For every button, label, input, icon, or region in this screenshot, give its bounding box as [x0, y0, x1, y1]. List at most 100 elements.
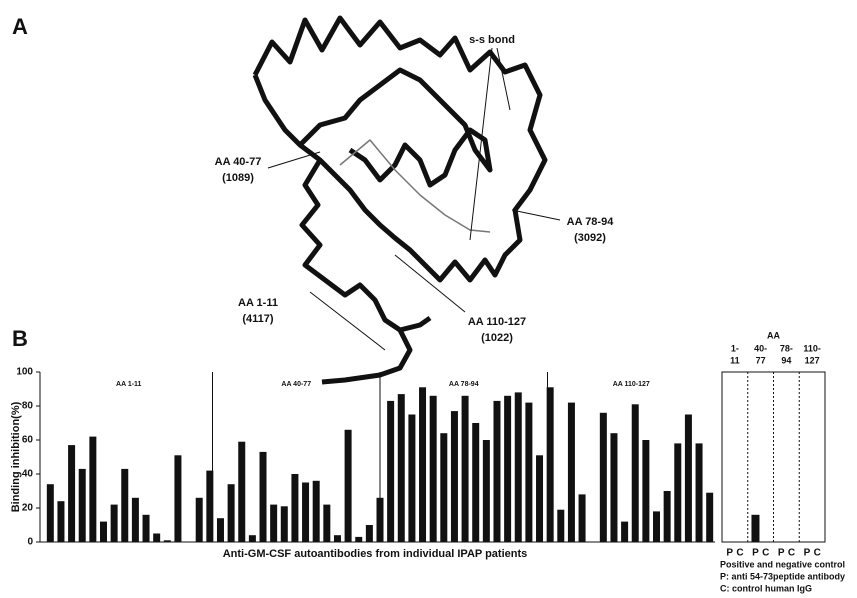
- series-label: C: [788, 548, 795, 559]
- bar: [164, 540, 171, 542]
- bar: [547, 387, 554, 542]
- bar: [525, 403, 532, 542]
- annotation: (4117): [242, 313, 274, 325]
- bar: [451, 411, 458, 542]
- group-label: AA 78-94: [449, 381, 479, 388]
- bar: [270, 505, 277, 542]
- bar: [430, 396, 437, 542]
- bar: [196, 498, 203, 542]
- category-label: 78-: [780, 343, 793, 353]
- bar: [143, 515, 150, 542]
- bar: [89, 437, 96, 542]
- bar: [387, 401, 394, 542]
- bar: [334, 535, 341, 542]
- bar: [260, 452, 267, 542]
- category-label: 110-: [803, 343, 821, 353]
- bar: [483, 440, 490, 542]
- bar: [621, 522, 628, 542]
- bar: [642, 440, 649, 542]
- y-tick-label: 40: [22, 469, 34, 480]
- bar: [600, 413, 607, 542]
- bar: [79, 469, 86, 542]
- bar: [57, 501, 64, 542]
- y-tick-label: 60: [22, 435, 34, 446]
- annotation: (3092): [574, 232, 606, 244]
- group-label: AA 110-127: [613, 381, 650, 388]
- bar: [100, 522, 107, 542]
- annotation: (1089): [222, 172, 254, 184]
- bar: [323, 505, 330, 542]
- bar: [408, 415, 415, 543]
- bar: [313, 481, 320, 542]
- bar: [355, 537, 362, 542]
- annotation: AA 110-127: [468, 316, 526, 328]
- bar: [377, 498, 384, 542]
- y-tick-label: 20: [22, 503, 34, 514]
- bar: [111, 505, 118, 542]
- legend-text: Positive and negative control: [720, 559, 845, 569]
- bar: [706, 493, 713, 542]
- y-tick-label: 80: [22, 401, 34, 412]
- annotation: (1022): [481, 332, 513, 344]
- bar: [685, 415, 692, 543]
- category-label: 127: [805, 355, 820, 365]
- bar: [557, 510, 564, 542]
- series-label: P: [778, 548, 785, 559]
- bar: [515, 392, 522, 542]
- series-label: P: [726, 548, 733, 559]
- category-label: 77: [756, 355, 766, 365]
- bar: [536, 455, 543, 542]
- bar: [345, 430, 352, 542]
- bar: [217, 518, 224, 542]
- series-label: C: [814, 548, 821, 559]
- bar: [419, 387, 426, 542]
- annotation: AA 78-94: [567, 216, 615, 228]
- legend-text: C: control human IgG: [720, 583, 812, 593]
- y-axis-label: Binding inhibition(%): [10, 401, 22, 512]
- bar: [751, 515, 759, 542]
- bar: [366, 525, 373, 542]
- annotation: AA 1-11: [238, 297, 278, 309]
- annotation: AA 40-77: [215, 156, 262, 168]
- bar: [121, 469, 128, 542]
- bar: [579, 494, 586, 542]
- series-label: P: [752, 548, 759, 559]
- bar: [68, 445, 75, 542]
- category-label: 1-: [731, 343, 739, 353]
- control-header: AA: [767, 330, 780, 340]
- bar: [440, 433, 447, 542]
- bar: [462, 396, 469, 542]
- bar: [153, 534, 160, 543]
- bar: [610, 433, 617, 542]
- bar: [664, 491, 671, 542]
- x-axis-label: Anti-GM-CSF autoantibodies from individu…: [223, 548, 528, 560]
- bar: [653, 511, 660, 542]
- group-label: AA 1-11: [116, 381, 142, 388]
- series-label: P: [804, 548, 811, 559]
- bar: [206, 471, 213, 542]
- bar: [632, 404, 639, 542]
- bar: [238, 442, 245, 542]
- bar: [47, 484, 54, 542]
- bar: [568, 403, 575, 542]
- panel-letter: B: [12, 326, 28, 351]
- series-label: C: [762, 548, 769, 559]
- bar: [398, 394, 405, 542]
- bar: [281, 506, 288, 542]
- bar: [174, 455, 181, 542]
- bar: [249, 535, 256, 542]
- bar: [302, 483, 309, 543]
- legend-text: P: anti 54-73peptide antibody: [720, 571, 845, 581]
- bar: [674, 443, 681, 542]
- category-label: 11: [730, 355, 740, 365]
- y-tick-label: 0: [27, 537, 33, 548]
- series-label: C: [736, 548, 743, 559]
- bar: [132, 498, 139, 542]
- group-label: AA 40-77: [281, 381, 311, 388]
- bar: [696, 443, 703, 542]
- y-tick-label: 100: [16, 367, 33, 378]
- bar: [228, 484, 235, 542]
- annotation: s-s bond: [469, 34, 515, 46]
- bar: [504, 396, 511, 542]
- category-label: 40-: [754, 343, 767, 353]
